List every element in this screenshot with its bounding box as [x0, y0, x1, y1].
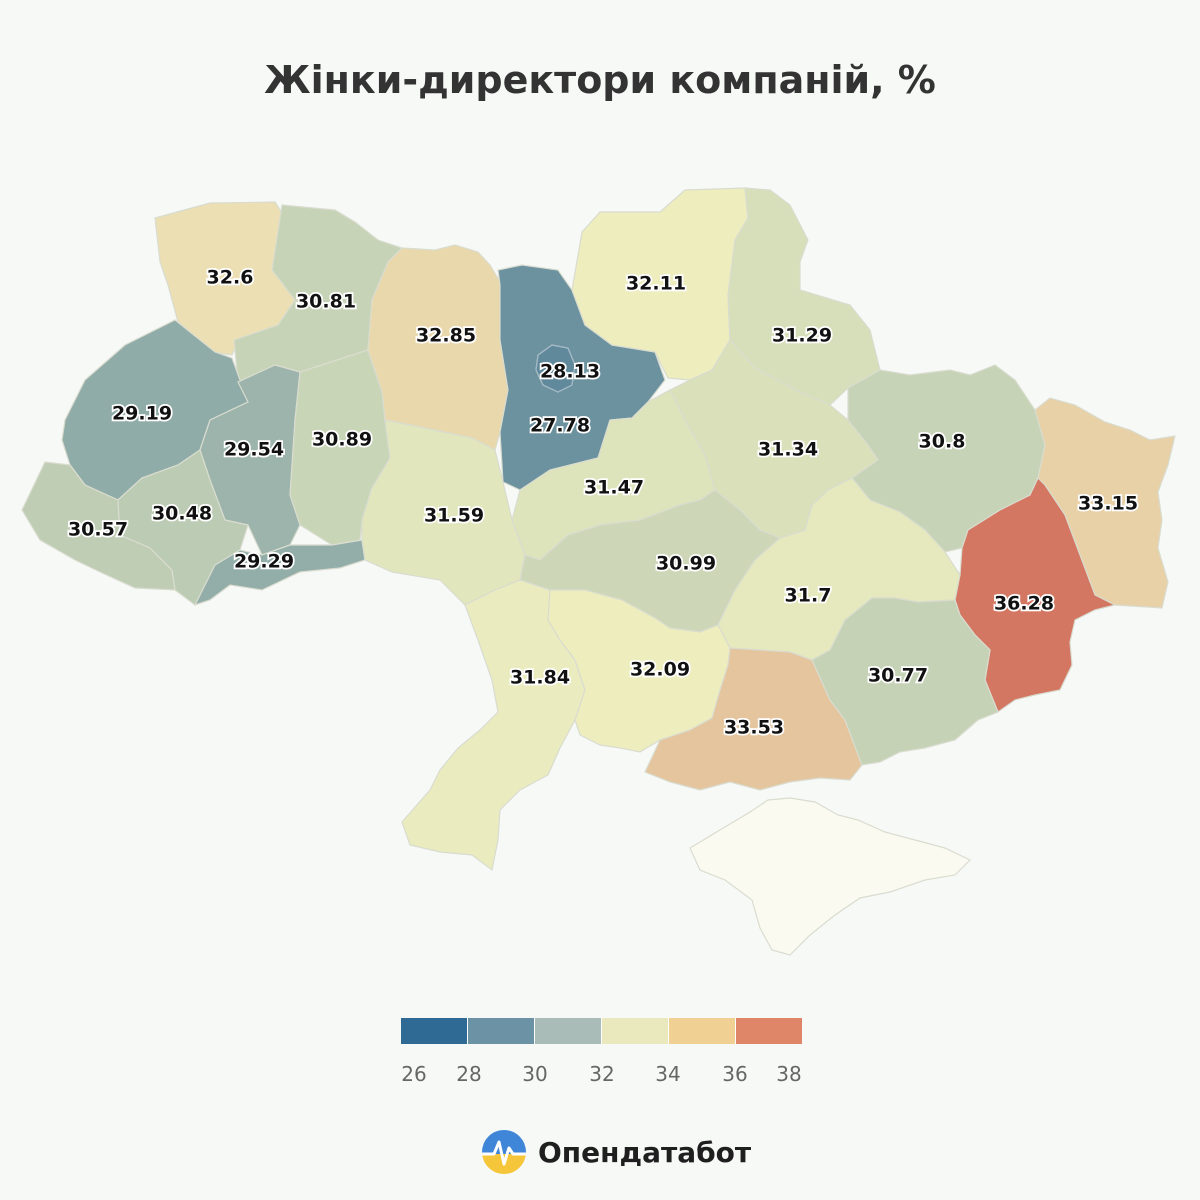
label-zaporizhzhia: 30.77: [868, 665, 928, 687]
legend-cell: [602, 1018, 669, 1044]
chart-title: Жінки-директори компаній, %: [264, 58, 936, 102]
label-khmelnytskyi: 30.89: [312, 429, 372, 451]
kyiv-city-outline: [535, 344, 576, 393]
legend-cell: [401, 1018, 468, 1044]
label-mykolaiv: 32.09: [630, 659, 690, 681]
label-kyiv-oblast: 27.78: [530, 415, 590, 437]
label-kirovohrad: 30.99: [656, 553, 716, 575]
label-kharkiv: 30.8: [919, 431, 966, 453]
label-chernihiv: 32.11: [626, 273, 686, 295]
logo-icon: [482, 1130, 526, 1174]
label-sumy: 31.29: [772, 325, 832, 347]
label-zakarpattia: 30.57: [68, 519, 128, 541]
label-kherson: 33.53: [724, 717, 784, 739]
label-ternopil: 29.54: [224, 439, 284, 461]
region-zhytomyr[interactable]: [367, 244, 509, 451]
label-poltava: 31.34: [758, 439, 818, 461]
legend-tick: 38: [776, 1062, 802, 1086]
label-dnipropetrovsk: 31.7: [785, 585, 832, 607]
color-legend: [401, 1018, 802, 1044]
legend-cell: [736, 1018, 802, 1044]
legend-tick: 30: [522, 1062, 548, 1086]
label-luhansk: 33.15: [1078, 493, 1138, 515]
label-lviv: 29.19: [112, 403, 172, 425]
label-volyn: 32.6: [207, 267, 254, 289]
label-odesa: 31.84: [510, 667, 570, 689]
legend-tick: 34: [655, 1062, 681, 1086]
legend-tick: 26: [401, 1062, 427, 1086]
label-zhytomyr: 32.85: [416, 325, 476, 347]
label-chernivtsi: 29.29: [234, 551, 294, 573]
legend-tick: 28: [456, 1062, 482, 1086]
label-kyiv-city: 28.13: [540, 361, 600, 383]
label-vinnytsia: 31.59: [424, 505, 484, 527]
region-crimea[interactable]: [689, 797, 972, 956]
legend-cell: [669, 1018, 736, 1044]
brand-logo: Опендатабот: [480, 1128, 751, 1176]
legend-tick: 32: [589, 1062, 615, 1086]
region-zaporizhzhia[interactable]: [811, 597, 999, 766]
legend-cell: [535, 1018, 602, 1044]
legend-cell: [468, 1018, 535, 1044]
label-ivano-frankivsk: 30.48: [152, 503, 212, 525]
legend-tick: 36: [722, 1062, 748, 1086]
label-rivne: 30.81: [296, 291, 356, 313]
label-cherkasy: 31.47: [584, 477, 644, 499]
label-donetsk: 36.28: [994, 593, 1054, 615]
brand-name: Опендатабот: [538, 1135, 752, 1169]
